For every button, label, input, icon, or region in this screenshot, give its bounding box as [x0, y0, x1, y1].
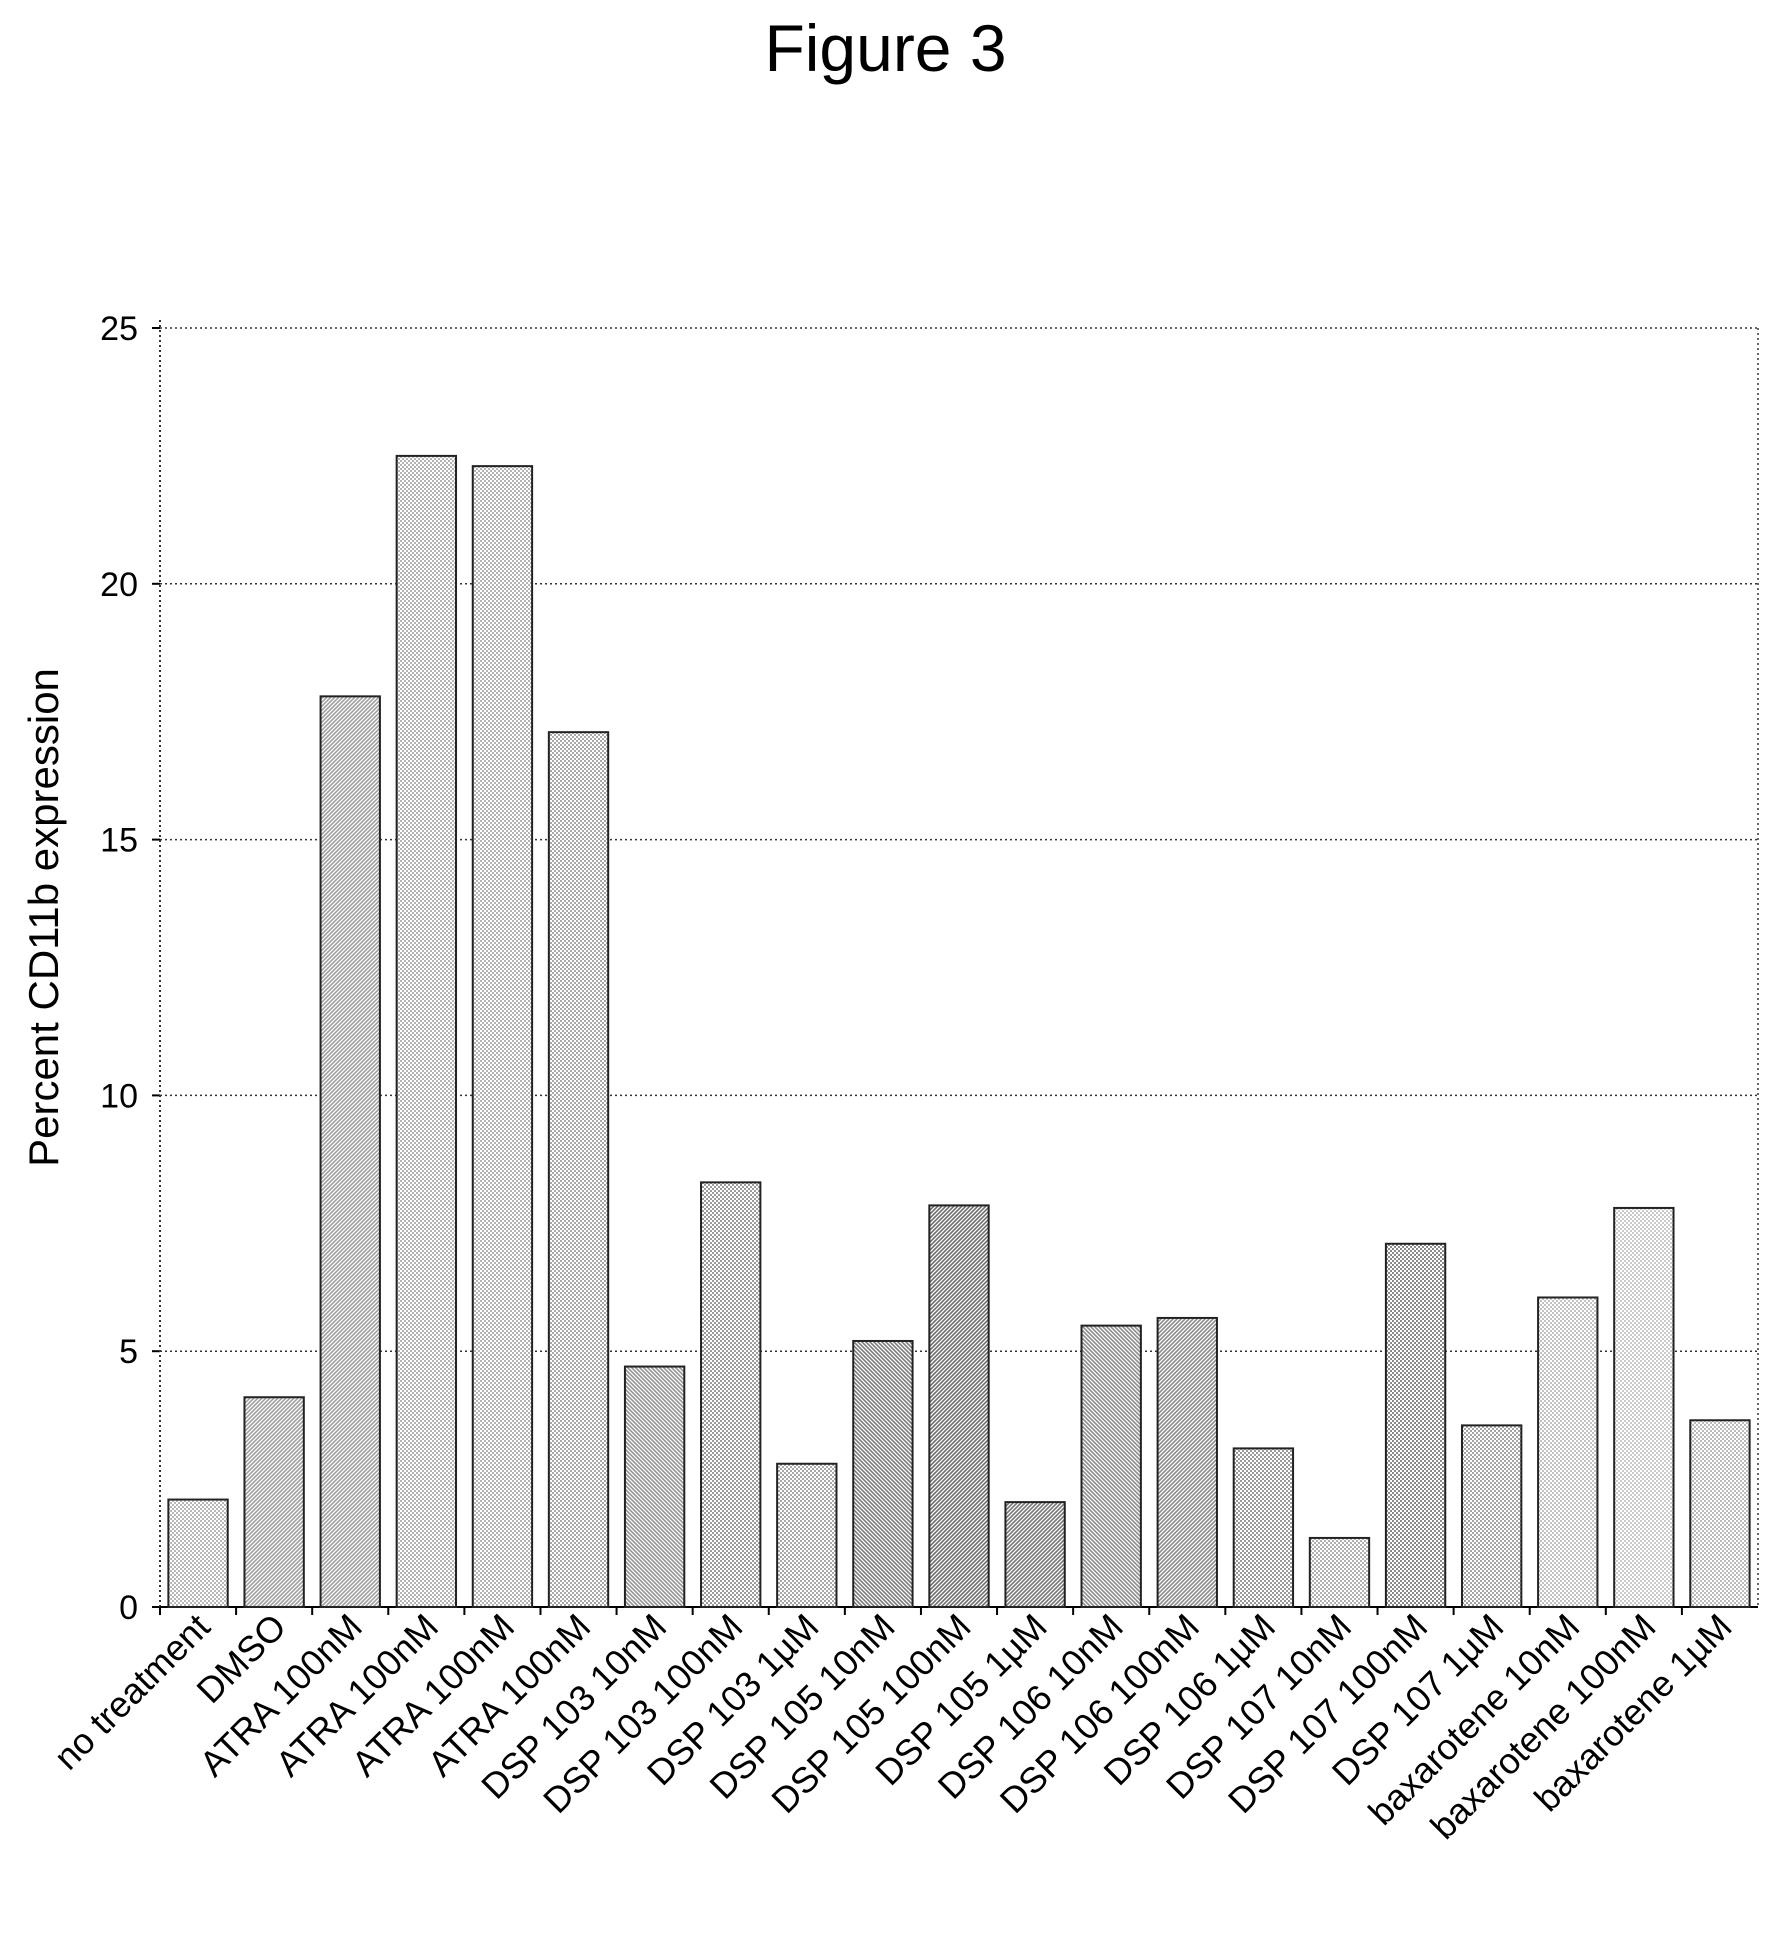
bar	[1004, 1501, 1066, 1608]
bar	[852, 1339, 914, 1609]
bar	[928, 1204, 990, 1609]
bar	[1308, 1536, 1371, 1608]
bar	[395, 454, 458, 1608]
bar	[1689, 1419, 1751, 1608]
bar	[243, 1396, 305, 1609]
y-tick-label: 25	[100, 310, 138, 348]
figure-title: Figure 3	[764, 11, 1007, 85]
bar	[1232, 1447, 1295, 1609]
x-tick-label: no treatment	[46, 1606, 218, 1778]
bar	[547, 731, 610, 1608]
y-axis-label: Percent CD11b expression	[20, 668, 67, 1167]
bar	[1156, 1316, 1218, 1609]
bar	[623, 1365, 686, 1608]
bar	[1460, 1424, 1523, 1608]
y-tick-label: 5	[119, 1333, 138, 1371]
bar	[319, 695, 381, 1608]
bar	[1080, 1324, 1142, 1608]
bar	[1537, 1296, 1599, 1609]
y-tick-label: 10	[100, 1077, 138, 1115]
bar	[167, 1498, 229, 1608]
y-tick-label: 0	[119, 1589, 138, 1627]
bar	[1613, 1206, 1675, 1609]
bar	[471, 465, 534, 1609]
bar	[700, 1181, 762, 1608]
bar	[1384, 1242, 1447, 1609]
y-tick-label: 20	[100, 566, 138, 604]
bar	[776, 1462, 838, 1608]
y-tick-label: 15	[100, 822, 138, 860]
